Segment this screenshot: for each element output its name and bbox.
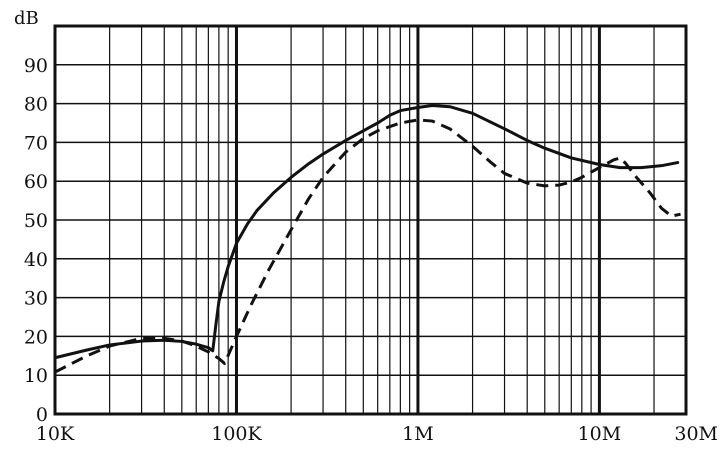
y-tick-label: 20 — [24, 326, 48, 348]
y-tick-label: 40 — [24, 249, 48, 271]
minor-grid-lines — [55, 25, 686, 414]
y-tick-label: 60 — [24, 171, 48, 193]
y-tick-label: 50 — [24, 210, 48, 232]
y-tick-label: 80 — [24, 94, 48, 116]
y-tick-label: 30 — [24, 288, 48, 310]
x-tick-label: 10M — [578, 423, 622, 445]
x-tick-label: 100K — [211, 423, 262, 445]
x-tick-label: 1M — [402, 423, 434, 445]
x-tick-label: 30M — [674, 423, 718, 445]
x-tick-label: 10K — [36, 423, 75, 445]
x-axis-tick-labels: 10K 100K 1M 10M 30M — [36, 423, 718, 445]
y-tick-label: 90 — [24, 55, 48, 77]
y-tick-label: 0 — [36, 404, 48, 426]
y-tick-label: 70 — [24, 132, 48, 154]
y-axis-unit-label: dB — [14, 8, 39, 29]
dashed-series-line — [54, 118, 681, 374]
y-axis-tick-labels: 0 10 20 30 40 50 60 70 80 90 — [24, 55, 48, 426]
series-layer — [53, 104, 681, 374]
major-grid-lines — [234, 26, 601, 414]
solid-series-line — [53, 104, 680, 360]
plot-frame — [53, 24, 688, 416]
y-tick-label: 10 — [24, 365, 48, 387]
